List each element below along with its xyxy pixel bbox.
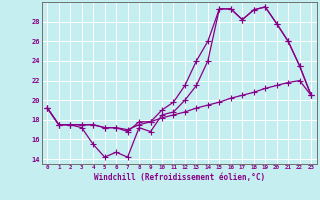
X-axis label: Windchill (Refroidissement éolien,°C): Windchill (Refroidissement éolien,°C) <box>94 173 265 182</box>
